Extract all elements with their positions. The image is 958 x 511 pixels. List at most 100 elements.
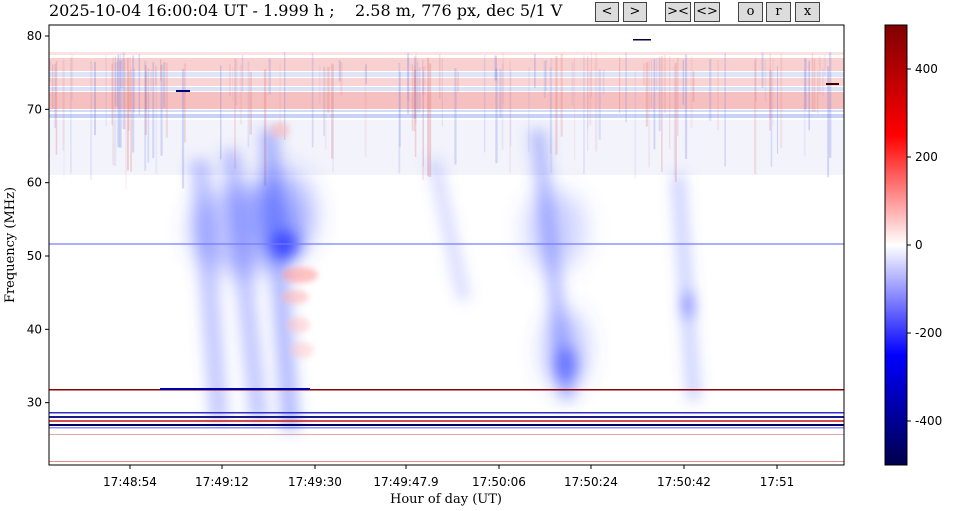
striation xyxy=(422,66,424,180)
x-axis: 17:48:54 17:49:12 17:49:30 17:49:47.9 17:50:… xyxy=(103,465,794,489)
y-tick-label: 40 xyxy=(27,322,42,336)
striation xyxy=(181,68,185,189)
striation xyxy=(811,52,814,112)
reset-button[interactable]: r xyxy=(766,2,791,22)
striation xyxy=(399,71,401,147)
striation xyxy=(692,71,695,102)
colorbar-tick-label: -400 xyxy=(915,414,942,428)
striation xyxy=(625,52,627,123)
striation xyxy=(49,61,52,82)
striation xyxy=(648,60,650,168)
striation xyxy=(152,62,155,158)
x-tick-label: 17:49:12 xyxy=(195,475,249,489)
plot-title: 2025-10-04 16:00:04 UT - 1.999 h ; 2.58 … xyxy=(49,1,563,20)
striation xyxy=(416,61,419,113)
striation xyxy=(587,56,589,129)
next-button[interactable]: > xyxy=(623,2,647,22)
striation xyxy=(754,59,757,175)
y-tick-label: 30 xyxy=(27,396,42,410)
striation xyxy=(643,63,645,86)
striation xyxy=(112,56,115,166)
striation xyxy=(155,66,158,174)
striation xyxy=(658,56,661,132)
striation xyxy=(220,65,222,160)
colorbar-tick-label: 400 xyxy=(915,62,938,76)
striation xyxy=(717,60,719,131)
striation xyxy=(116,61,119,107)
striation xyxy=(772,56,774,126)
striation xyxy=(438,54,441,99)
x-axis-label: Hour of day (UT) xyxy=(390,492,502,507)
previous-button[interactable]: < xyxy=(595,2,619,22)
striation xyxy=(121,59,124,89)
striation xyxy=(549,67,552,154)
striation xyxy=(111,63,113,125)
striation xyxy=(534,53,536,88)
striation xyxy=(105,55,107,127)
striation xyxy=(764,60,767,103)
original-button[interactable]: o xyxy=(738,2,763,22)
striation xyxy=(669,56,671,149)
striation xyxy=(247,61,250,148)
striation xyxy=(560,53,563,137)
striation xyxy=(645,62,649,127)
striation xyxy=(818,56,821,95)
striation xyxy=(71,54,74,101)
vertical-striations xyxy=(49,52,832,190)
striation xyxy=(454,68,457,165)
striation xyxy=(126,57,129,171)
striation xyxy=(674,62,677,182)
striation xyxy=(618,57,621,114)
striation xyxy=(323,66,325,136)
striation xyxy=(117,54,120,148)
striation xyxy=(332,65,334,173)
striation xyxy=(495,68,498,164)
striation xyxy=(457,71,459,93)
striation xyxy=(545,60,547,91)
striation xyxy=(828,52,832,158)
striation xyxy=(441,57,443,127)
striation xyxy=(122,52,125,129)
zoom-in-button[interactable]: >< xyxy=(665,2,691,22)
striation xyxy=(422,71,424,167)
striation xyxy=(509,69,512,147)
striation xyxy=(587,55,589,152)
x-tick-label: 17:51 xyxy=(760,475,795,489)
striation xyxy=(138,54,141,116)
striation xyxy=(129,56,131,112)
striation xyxy=(423,65,426,96)
striation xyxy=(414,69,417,158)
striation xyxy=(249,71,252,135)
x-tick-label: 17:50:42 xyxy=(657,475,711,489)
striation xyxy=(709,58,712,121)
striation xyxy=(555,55,558,155)
striation xyxy=(411,63,413,131)
striation xyxy=(494,55,497,81)
striation xyxy=(165,62,168,138)
zoom-out-button[interactable]: <> xyxy=(694,2,720,22)
striation xyxy=(132,68,136,113)
y-tick-label: 50 xyxy=(27,249,42,263)
striation xyxy=(125,71,127,190)
close-button[interactable]: x xyxy=(795,2,820,22)
striation xyxy=(724,52,726,167)
striation xyxy=(147,68,150,163)
x-tick-label: 17:50:24 xyxy=(564,475,618,489)
striation xyxy=(418,67,421,114)
striation xyxy=(235,59,238,106)
striation xyxy=(160,58,162,81)
x-tick-label: 17:49:47.9 xyxy=(373,475,438,489)
striation xyxy=(283,52,286,141)
striation xyxy=(119,60,122,148)
striation xyxy=(114,62,117,166)
striation xyxy=(682,59,685,105)
striation xyxy=(415,54,417,124)
y-tick-label: 80 xyxy=(27,29,42,43)
striation xyxy=(550,57,553,173)
striation xyxy=(813,58,816,113)
striation xyxy=(483,55,486,153)
striation xyxy=(327,66,330,114)
striation xyxy=(661,55,663,173)
colorbar-tick-label: 0 xyxy=(915,238,923,252)
striation xyxy=(279,62,281,132)
